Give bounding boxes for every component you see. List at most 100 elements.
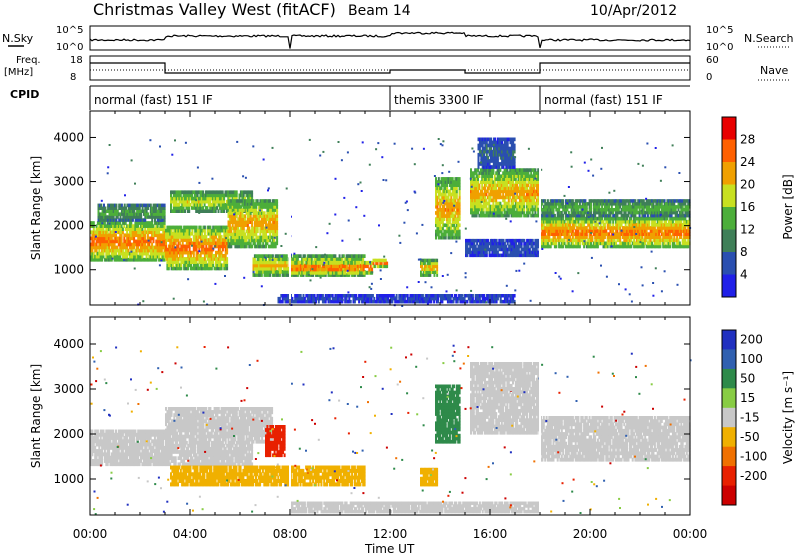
heatmap-cell (450, 214, 453, 218)
heatmap-cell (270, 217, 273, 221)
heatmap-cell (195, 231, 198, 236)
cpid-segment-label: themis 3300 IF (394, 93, 484, 107)
heatmap-cell (202, 266, 205, 271)
heatmap-cell (451, 229, 454, 234)
heatmap-cell (451, 201, 454, 206)
heatmap-cell (220, 244, 223, 249)
heatmap-cell (228, 193, 231, 198)
heatmap-cell (106, 254, 109, 259)
heatmap-cell (119, 239, 122, 244)
heatmap-cell (187, 231, 190, 236)
heatmap-cell (454, 204, 457, 209)
heatmap-cell (337, 260, 340, 265)
heatmap-cell (217, 193, 220, 198)
heatmap-cell (175, 206, 178, 210)
heatmap-cell (292, 260, 295, 265)
heatmap-cell (223, 244, 226, 249)
heatmap-cell (128, 227, 131, 231)
heatmap-cell (170, 263, 173, 268)
heatmap-cell (246, 199, 249, 203)
heatmap-cell (259, 226, 262, 231)
heatmap-cell (429, 264, 432, 269)
heatmap-cell (259, 205, 262, 209)
heatmap-cell (302, 273, 305, 277)
heatmap-cell (208, 231, 211, 236)
heatmap-cell (165, 231, 167, 236)
heatmap-cell (235, 214, 238, 218)
heatmap-cell (158, 209, 161, 213)
heatmap-cell (280, 260, 283, 265)
heatmap-cell (171, 247, 174, 252)
heatmap-cell (128, 224, 131, 228)
heatmap-cell (131, 215, 134, 219)
heatmap-cell (218, 203, 221, 207)
heatmap-cell (223, 263, 226, 268)
heatmap-cell (362, 267, 365, 272)
heatmap-cell (472, 171, 475, 175)
heatmap-cell (255, 260, 258, 265)
heatmap-cell (267, 254, 270, 258)
heatmap-cell (351, 270, 354, 275)
heatmap-cell (170, 190, 172, 195)
heatmap-cell (226, 260, 229, 264)
heatmap-cell (186, 193, 189, 198)
heatmap-cell (213, 257, 216, 261)
heatmap-cell (190, 225, 192, 230)
heatmap-cell (135, 242, 138, 247)
heatmap-cell (276, 232, 279, 237)
heatmap-cell (271, 214, 274, 218)
heatmap-cell (211, 209, 214, 213)
heatmap-cell (213, 203, 216, 207)
heatmap-cell (284, 260, 287, 265)
heatmap-cell (241, 214, 244, 218)
heatmap-cell (271, 223, 274, 227)
heatmap-cell (199, 193, 202, 198)
heatmap-cell (274, 270, 277, 274)
heatmap-cell (235, 232, 238, 237)
heatmap-cell (281, 257, 284, 262)
heatmap-cell (196, 244, 199, 249)
heatmap-cell (145, 230, 148, 235)
heatmap-cell (265, 235, 267, 240)
heatmap-cell (266, 217, 269, 221)
heatmap-cell (446, 208, 449, 212)
heatmap-cell (195, 235, 198, 239)
heatmap-cell (306, 254, 309, 258)
heatmap-cell (120, 233, 123, 238)
heatmap-cell (276, 229, 279, 234)
heatmap-cell (338, 254, 341, 258)
heatmap-cell (241, 244, 244, 249)
heatmap-cell (241, 235, 244, 240)
heatmap-cell (235, 199, 238, 203)
heatmap-cell (285, 270, 288, 274)
heatmap-cell (180, 250, 183, 255)
heatmap-cell (169, 235, 172, 239)
heatmap-cell (454, 186, 457, 191)
heatmap-cell (144, 239, 147, 244)
heatmap-cell (451, 235, 454, 240)
heatmap-cell (156, 242, 159, 247)
heatmap-cell (312, 273, 315, 277)
heatmap-cell (330, 270, 333, 275)
heatmap-cell (137, 203, 140, 208)
heatmap-cell (292, 254, 295, 258)
heatmap-cell (170, 209, 172, 213)
heatmap-cell (91, 236, 94, 241)
heatmap-cell (439, 217, 442, 221)
heatmap-cell (158, 230, 161, 235)
heatmap-cell (217, 238, 220, 242)
heatmap-cell (458, 195, 461, 200)
heatmap-cell (297, 267, 299, 272)
heatmap-cell (457, 232, 460, 237)
heatmap-cell (262, 229, 265, 234)
heatmap-cell (95, 227, 98, 231)
heatmap-cell (190, 257, 192, 261)
heatmap-cell (278, 270, 281, 274)
heatmap-cell (224, 263, 227, 268)
heatmap-cell (195, 193, 198, 198)
heatmap-cell (319, 273, 322, 277)
heatmap-cell (202, 190, 205, 195)
heatmap-cell (447, 208, 450, 212)
heatmap-cell (133, 224, 136, 228)
heatmap-cell (259, 229, 262, 234)
